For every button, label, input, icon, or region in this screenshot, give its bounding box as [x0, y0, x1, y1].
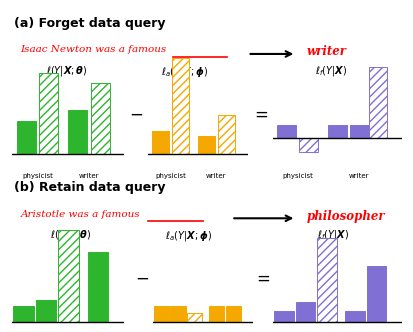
Text: $\ell_f(Y|\boldsymbol{X})$: $\ell_f(Y|\boldsymbol{X})$: [314, 64, 346, 78]
Text: philosopher: philosopher: [306, 209, 384, 222]
Bar: [225, 305, 240, 322]
Bar: [277, 124, 295, 138]
Text: physicist: physicist: [22, 173, 53, 179]
Text: Isaac Newton was a famous: Isaac Newton was a famous: [20, 45, 166, 54]
Bar: [90, 83, 109, 154]
Text: $\ell(Y|\boldsymbol{X};\boldsymbol{\theta})$: $\ell(Y|\boldsymbol{X};\boldsymbol{\thet…: [46, 64, 88, 78]
Bar: [209, 305, 224, 322]
Bar: [13, 305, 34, 322]
Text: Aristotle was a famous: Aristotle was a famous: [20, 209, 140, 218]
Bar: [170, 305, 185, 322]
Text: physicist: physicist: [282, 173, 312, 179]
Bar: [349, 124, 368, 138]
Text: (a) Forget data query: (a) Forget data query: [14, 17, 165, 30]
Bar: [197, 135, 214, 154]
Bar: [217, 115, 234, 154]
Bar: [88, 252, 108, 322]
Bar: [187, 313, 202, 322]
Text: $=$: $=$: [250, 105, 268, 123]
Bar: [36, 300, 56, 322]
Text: $-$: $-$: [128, 105, 143, 123]
Text: $-$: $-$: [135, 269, 149, 287]
Text: $=$: $=$: [252, 269, 270, 287]
Bar: [39, 73, 58, 154]
Bar: [273, 311, 293, 322]
Text: (b) Retain data query: (b) Retain data query: [14, 181, 165, 194]
Bar: [171, 58, 188, 154]
Bar: [368, 67, 386, 138]
Bar: [154, 305, 169, 322]
Text: writer: writer: [78, 173, 99, 179]
Bar: [152, 131, 169, 154]
Text: writer: writer: [306, 45, 346, 58]
Text: $\ell(Y|\boldsymbol{X};\boldsymbol{\theta})$: $\ell(Y|\boldsymbol{X};\boldsymbol{\thet…: [50, 228, 92, 242]
Bar: [299, 138, 317, 152]
Text: $\ell_f(Y|\boldsymbol{X})$: $\ell_f(Y|\boldsymbol{X})$: [316, 228, 348, 242]
Text: writer: writer: [206, 173, 226, 179]
Bar: [366, 266, 385, 322]
Bar: [316, 238, 336, 322]
Bar: [328, 124, 346, 138]
Text: writer: writer: [347, 173, 368, 179]
Bar: [295, 302, 314, 322]
Bar: [17, 121, 36, 154]
Text: physicist: physicist: [154, 173, 185, 179]
Bar: [68, 111, 87, 154]
Bar: [58, 230, 78, 322]
Text: $\ell_a(Y|\boldsymbol{X};\boldsymbol{\phi})$: $\ell_a(Y|\boldsymbol{X};\boldsymbol{\ph…: [165, 228, 212, 243]
Text: $\ell_a(Y|\boldsymbol{X};\boldsymbol{\phi})$: $\ell_a(Y|\boldsymbol{X};\boldsymbol{\ph…: [161, 64, 208, 79]
Bar: [344, 311, 364, 322]
